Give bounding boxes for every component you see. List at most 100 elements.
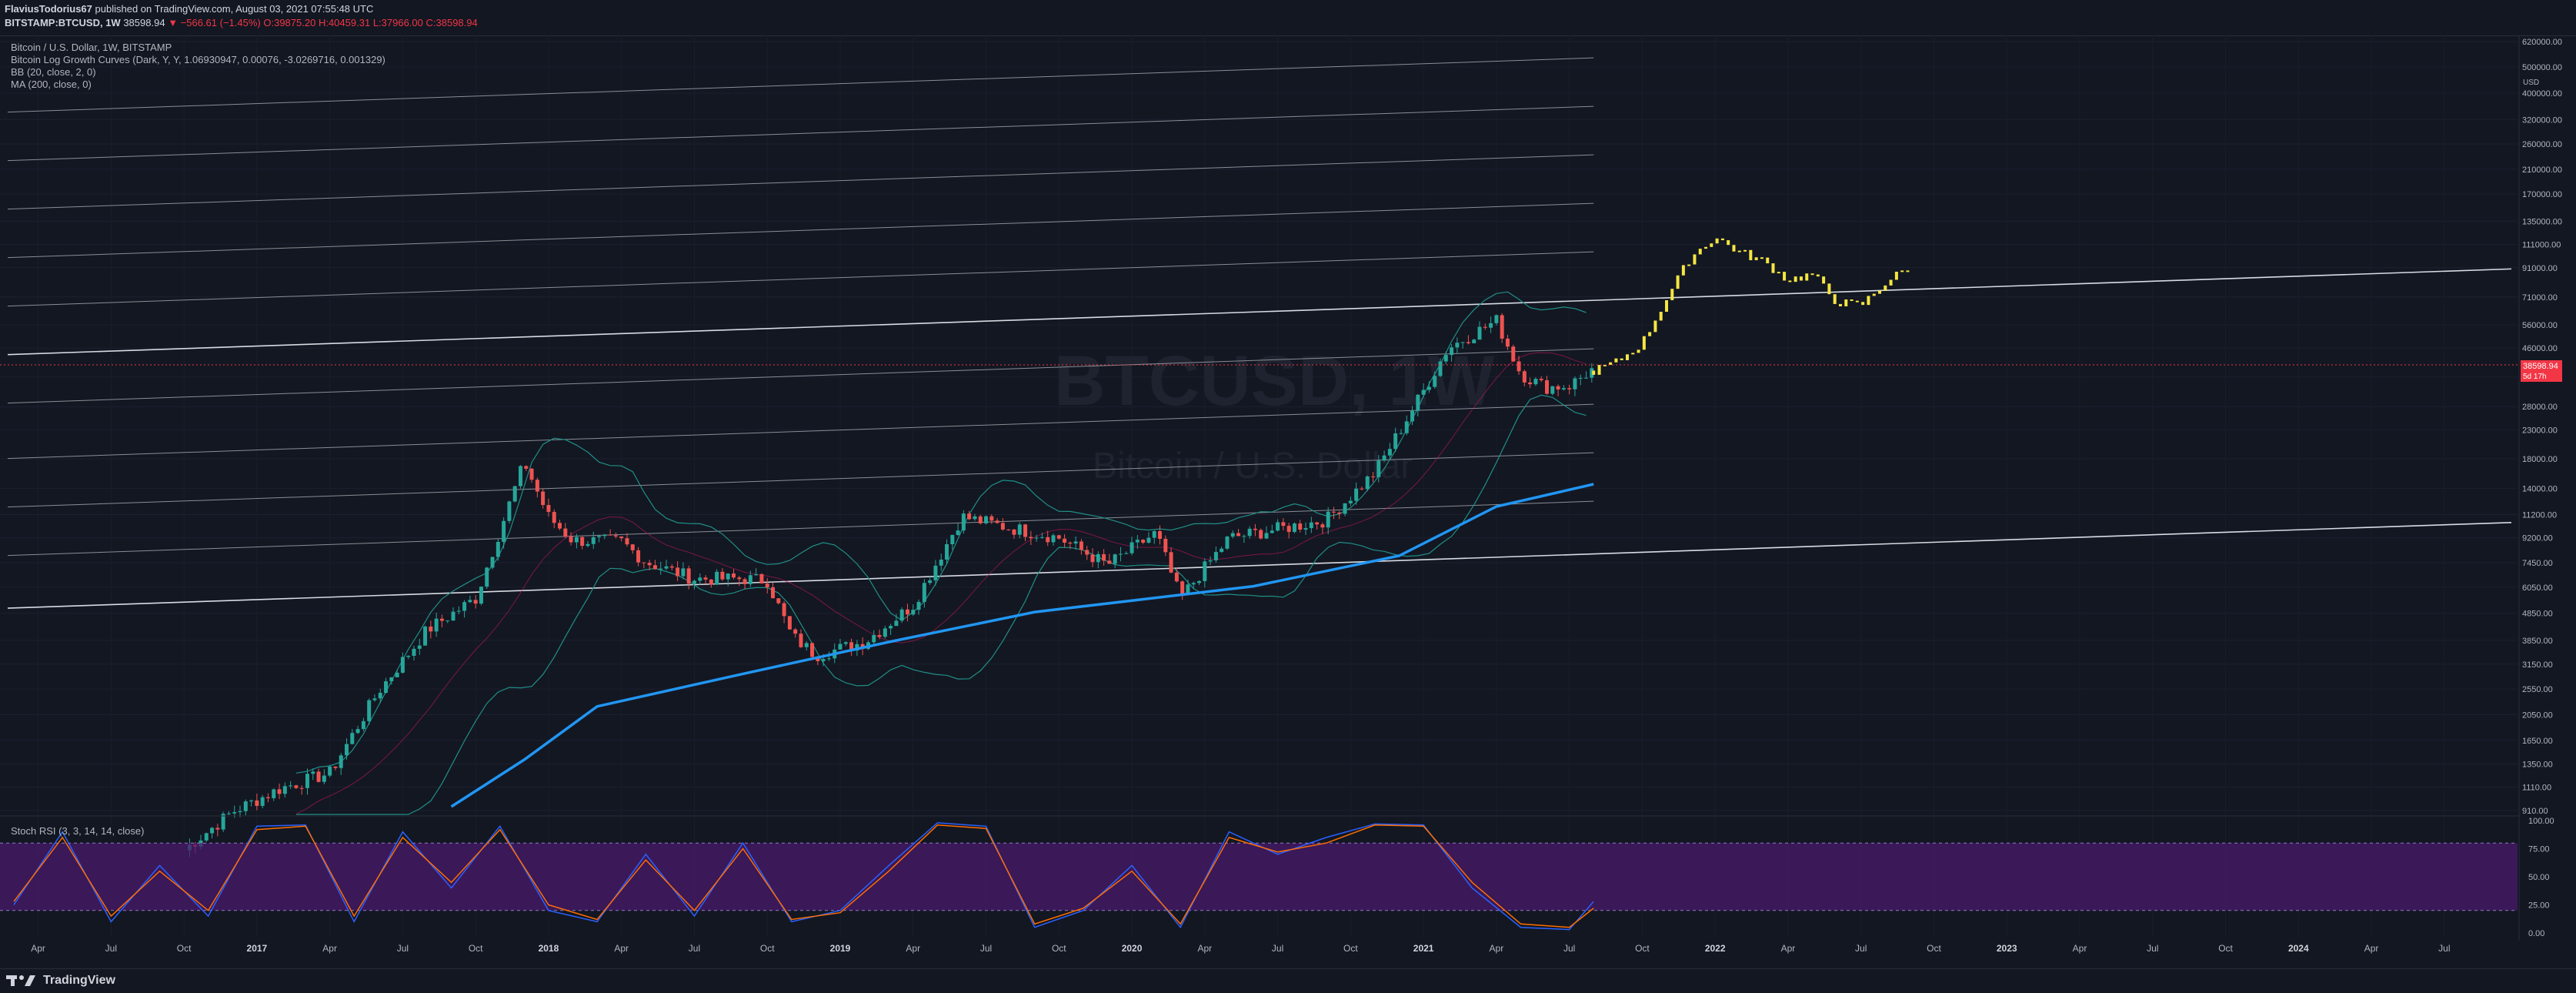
- candle-body: [417, 645, 422, 649]
- candle-body: [816, 657, 820, 661]
- price-axis-unit: USD: [2523, 79, 2539, 87]
- legend-ma[interactable]: MA (200, close, 0): [11, 79, 92, 90]
- watermark-ticker: BTCUSD, 1W: [1054, 342, 1495, 420]
- time-tick-label: Jul: [980, 943, 992, 954]
- candle-body: [664, 566, 669, 569]
- projection-candle: [1838, 303, 1842, 306]
- candle-body: [1292, 523, 1296, 533]
- candle-body: [748, 575, 752, 584]
- price-tick-label: 46000.00: [2522, 344, 2558, 353]
- candle-body: [1180, 581, 1185, 594]
- candle-body: [1460, 342, 1465, 343]
- candle-body: [1102, 553, 1106, 561]
- price-tick-label: 320000.00: [2522, 115, 2562, 125]
- price-tick-label: 170000.00: [2522, 190, 2562, 199]
- candle-body: [602, 534, 607, 537]
- candle-body: [1264, 533, 1269, 539]
- growth-curve-line: [7, 251, 1594, 307]
- price-tick-label: 1110.00: [2522, 783, 2551, 792]
- candle-body: [1203, 561, 1207, 581]
- author-name[interactable]: FlaviusTodorius67: [5, 3, 92, 15]
- candle-body: [569, 536, 573, 543]
- candle-body: [676, 567, 680, 577]
- candle-body: [1455, 343, 1460, 348]
- candle-body: [316, 771, 321, 782]
- price-chart[interactable]: BTCUSD, 1W Bitcoin / U.S. Dollar 620000.…: [0, 35, 2576, 968]
- candle-body: [1213, 552, 1218, 560]
- candle-body: [754, 573, 759, 576]
- candles: [187, 313, 1594, 858]
- time-tick-label: Jul: [2147, 943, 2158, 954]
- rsi-line-d: [13, 824, 1594, 928]
- price-tick-label: 71000.00: [2522, 293, 2558, 303]
- candle-body: [333, 766, 338, 768]
- candle-body: [1433, 376, 1437, 387]
- candle-body: [496, 541, 500, 557]
- candle-body: [1561, 388, 1566, 390]
- candle-body: [597, 536, 602, 537]
- candle-body: [1242, 536, 1246, 537]
- candle-body: [1511, 346, 1516, 362]
- candle-body: [1056, 535, 1061, 539]
- legend-curves[interactable]: Bitcoin Log Growth Curves (Dark, Y, Y, 1…: [11, 54, 385, 65]
- candle-body: [507, 501, 512, 521]
- price-tag-countdown: 5d 17h: [2523, 373, 2547, 381]
- candle-body: [877, 635, 882, 637]
- legend-main[interactable]: Bitcoin / U.S. Dollar, 1W, BITSTAMP: [11, 42, 172, 53]
- candle-body: [299, 787, 304, 789]
- candle-body: [485, 567, 489, 587]
- candle-body: [322, 775, 326, 782]
- projection-candle: [1720, 238, 1724, 241]
- candle-body: [698, 577, 702, 581]
- candle-body: [1039, 537, 1044, 538]
- candle-body: [1315, 522, 1320, 525]
- candle-body: [787, 616, 792, 630]
- candle-body: [1029, 537, 1033, 539]
- rsi-axis: 100.00 75.00 50.00 25.00 0.00: [2528, 817, 2554, 938]
- legend-bb[interactable]: BB (20, close, 2, 0): [11, 66, 96, 78]
- projection-candle: [1889, 279, 1893, 286]
- candle-body: [574, 537, 579, 543]
- candle-body: [1046, 537, 1050, 543]
- candle-body: [647, 563, 652, 566]
- candle-body: [361, 721, 365, 730]
- candle-body: [720, 571, 725, 580]
- time-tick-label: Apr: [614, 943, 629, 954]
- time-tick-label: Jul: [105, 943, 117, 954]
- candle-body: [1158, 531, 1163, 539]
- candle-body: [1533, 379, 1538, 385]
- candle-body: [978, 516, 983, 523]
- candle-body: [1247, 528, 1252, 537]
- projection-candle: [1788, 280, 1792, 283]
- rsi-legend[interactable]: Stoch RSI (3, 3, 14, 14, close): [11, 825, 145, 837]
- candle-body: [1000, 523, 1005, 530]
- candle-body: [389, 677, 394, 682]
- candle-body: [1393, 433, 1398, 450]
- candle-body: [524, 466, 529, 469]
- candle-body: [1550, 386, 1555, 394]
- time-tick-label: Oct: [1927, 943, 1941, 954]
- projection-candle: [1894, 271, 1898, 280]
- time-tick-label: 2020: [1122, 943, 1143, 954]
- candle-body: [1146, 537, 1151, 543]
- candle-body: [1124, 553, 1129, 554]
- projection-candle: [1620, 358, 1623, 360]
- ma-200-line: [450, 483, 1594, 808]
- candle-body: [1489, 323, 1493, 328]
- candle-body: [843, 642, 848, 644]
- candle-body: [1528, 382, 1533, 385]
- time-tick-label: 2024: [2288, 943, 2309, 954]
- projection-candle: [1609, 362, 1613, 365]
- candle-body: [1376, 460, 1381, 477]
- candle-body: [1343, 503, 1347, 514]
- growth-curve-line: [7, 348, 1594, 404]
- projection-candle: [1592, 370, 1596, 375]
- tradingview-logo[interactable]: TradingView: [6, 974, 115, 988]
- price-tick-label: 28000.00: [2522, 403, 2558, 412]
- candle-body: [1399, 433, 1403, 434]
- candle-body: [1539, 379, 1543, 380]
- projection-candle: [1704, 246, 1708, 249]
- candle-body: [1426, 386, 1431, 390]
- candle-body: [692, 580, 696, 584]
- bollinger-bands: [295, 291, 1587, 815]
